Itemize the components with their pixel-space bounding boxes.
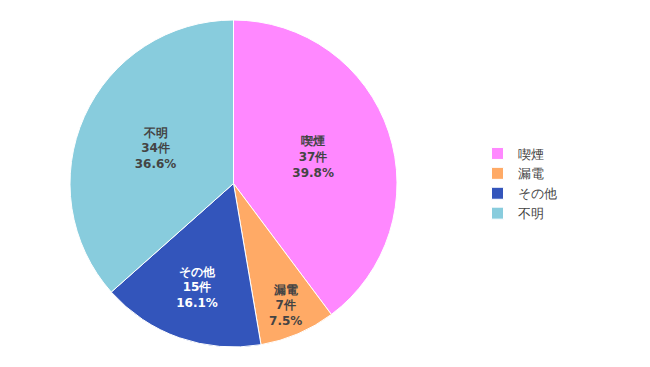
svg-text:不明: 不明 xyxy=(518,206,544,221)
svg-text:その他15件16.1%: その他15件16.1% xyxy=(176,265,218,310)
svg-text:喫煙: 喫煙 xyxy=(518,147,544,162)
svg-text:喫煙37件39.8%: 喫煙37件39.8% xyxy=(292,134,334,179)
svg-text:漏電7件7.5%: 漏電7件7.5% xyxy=(269,283,302,328)
svg-text:その他: その他 xyxy=(518,186,557,201)
svg-text:漏電: 漏電 xyxy=(518,166,544,181)
svg-text:不明34件36.6%: 不明34件36.6% xyxy=(135,126,177,171)
